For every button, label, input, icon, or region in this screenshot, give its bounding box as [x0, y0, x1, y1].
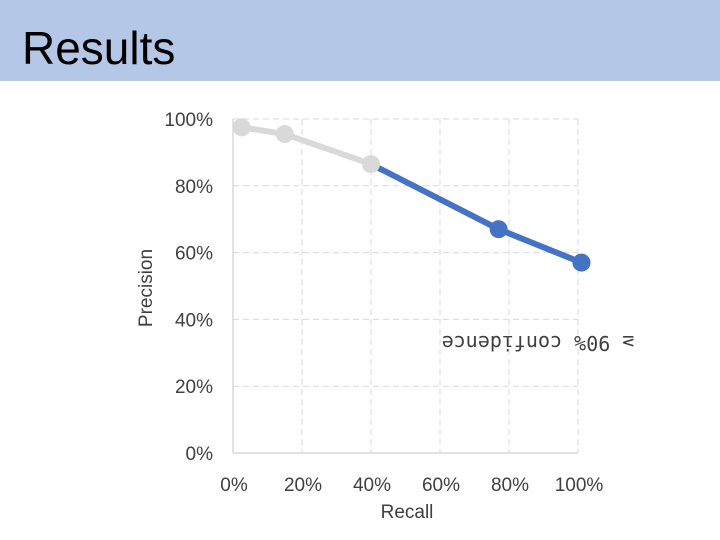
x-tick-label: 40% — [353, 475, 391, 496]
data-point — [572, 253, 591, 272]
data-point — [275, 125, 294, 144]
x-tick-label: 80% — [491, 475, 529, 496]
data-point — [362, 155, 380, 174]
x-tick-labels: 0% 20% 40% 60% 80% 100% — [220, 475, 603, 496]
confidence-annotation: ≥ 90% confidence — [442, 331, 635, 355]
x-tick-label: 20% — [284, 475, 322, 496]
series-line — [238, 124, 374, 168]
series-line — [368, 161, 585, 266]
x-tick-label: 0% — [220, 475, 248, 496]
y-tick-labels: 0% 20% 40% 60% 80% 100% — [164, 110, 213, 465]
axes — [232, 119, 578, 454]
y-tick-label: 0% — [186, 444, 214, 465]
y-tick-label: 100% — [164, 110, 213, 131]
x-axis-label: Recall — [381, 502, 434, 523]
slide-title: Results — [22, 22, 176, 74]
data-point — [489, 220, 508, 239]
series-group — [232, 118, 591, 272]
y-tick-label: 40% — [175, 310, 213, 331]
title-bar: Results — [0, 0, 720, 81]
grid-lines — [233, 118, 579, 453]
x-tick-label: 60% — [422, 475, 460, 496]
y-tick-label: 80% — [175, 177, 213, 198]
y-tick-label: 60% — [175, 244, 213, 265]
data-point — [232, 118, 251, 137]
y-tick-label: 20% — [175, 377, 213, 398]
x-tick-label: 100% — [555, 475, 604, 496]
y-axis-label: Precision — [136, 249, 157, 327]
